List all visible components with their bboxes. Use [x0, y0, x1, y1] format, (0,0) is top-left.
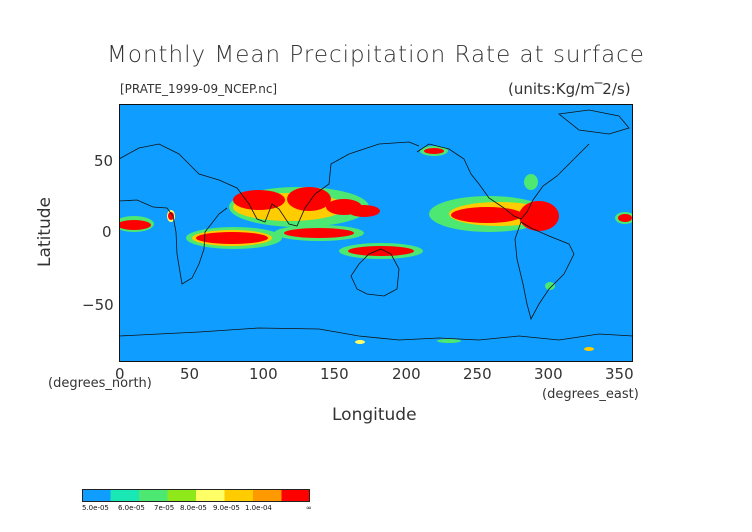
units-label: (units:Kg/m‾2/s): [508, 80, 631, 98]
coast-australia: [350, 248, 400, 297]
x-tick-label: 100: [249, 365, 278, 383]
file-label: [PRATE_1999-09_NCEP.nc]: [120, 82, 278, 96]
y-axis-label: Latitude: [35, 197, 55, 267]
y-tick-label: 0: [102, 223, 112, 241]
x-axis-label: Longitude: [332, 405, 417, 425]
precip-core: [284, 228, 354, 238]
coastlines: [119, 109, 633, 341]
colorbar-frame: [82, 489, 310, 502]
colorbar-segment: [281, 489, 310, 502]
x-tick-label: 350: [605, 365, 634, 383]
colorbar-label: 1.0e-04: [245, 504, 272, 512]
precip-band: [355, 340, 365, 344]
precip-band: [524, 174, 538, 190]
precip-core: [618, 214, 632, 222]
x-axis-units: (degrees_east): [542, 387, 639, 402]
coast-north-america: [416, 143, 590, 220]
precip-core: [519, 201, 559, 231]
precip-core: [451, 207, 523, 223]
x-tick-label: 150: [320, 365, 349, 383]
colorbar-segment: [139, 489, 168, 502]
y-tick-label: 50: [94, 152, 114, 170]
precipitation-map: [119, 104, 633, 362]
precip-core: [348, 246, 414, 256]
x-tick-label: 0: [115, 365, 125, 383]
colorbar-label: 7e-05: [154, 504, 175, 512]
colorbar-segment: [167, 489, 197, 502]
x-tick-label: 300: [534, 365, 563, 383]
map-frame: [119, 104, 633, 362]
colorbar-label: 5.0e-05: [82, 504, 109, 512]
colorbar-segment: [224, 489, 254, 502]
x-tick-label: 250: [463, 365, 492, 383]
y-axis-units: (degrees_north): [48, 376, 152, 391]
precip-core: [287, 187, 331, 211]
precip-band: [437, 339, 461, 343]
coast-south-america: [514, 221, 575, 321]
x-tick-label: 50: [180, 365, 200, 383]
precip-band: [584, 347, 594, 351]
colorbar-label: 9.0e-05: [213, 504, 240, 512]
colorbar-label: 8.0e-05: [180, 504, 207, 512]
precip-core: [424, 148, 444, 154]
precip-band: [545, 282, 555, 290]
precip-core: [348, 205, 380, 217]
coast-eurasia: [119, 141, 420, 227]
precip-core: [119, 220, 151, 230]
colorbar-label: ∞: [306, 504, 312, 512]
x-tick-label: 200: [392, 365, 421, 383]
y-tick-label: −50: [82, 296, 114, 314]
precip-core: [196, 232, 268, 244]
coast-greenland: [558, 109, 630, 135]
precip-core: [168, 212, 174, 220]
map-title: Monthly Mean Precipitation Rate at surfa…: [107, 42, 645, 68]
colorbar-label: 6.0e-05: [118, 504, 145, 512]
colorbar-segment: [253, 489, 282, 502]
coast-antarctica: [119, 327, 633, 341]
colorbar-segment: [82, 489, 111, 502]
colorbar-segment: [110, 489, 140, 502]
colorbar: [82, 489, 310, 502]
precip-regions: [119, 146, 633, 351]
coast-africa: [119, 199, 228, 285]
colorbar-segment: [196, 489, 225, 502]
